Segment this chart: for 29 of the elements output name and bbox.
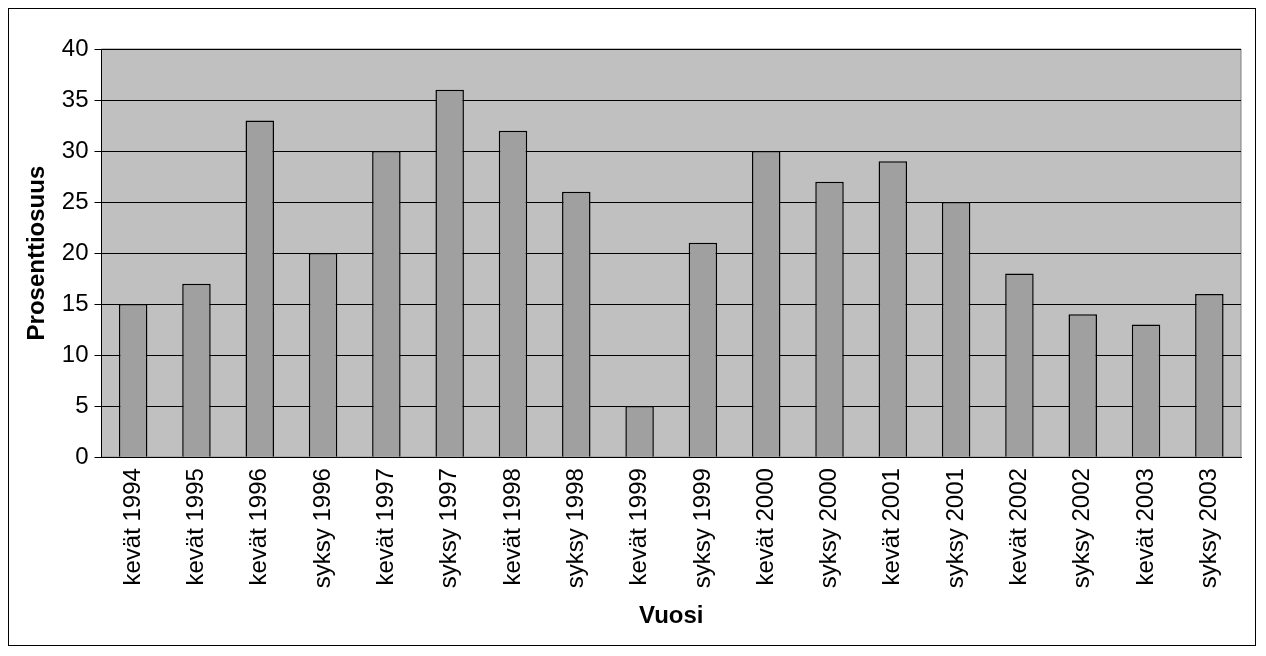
- x-tick-label: kevät 1997: [371, 468, 398, 586]
- y-tick-label: 20: [61, 237, 89, 265]
- y-tick-label: 10: [61, 339, 89, 367]
- x-tick-label: syksy 1999: [687, 468, 715, 589]
- x-tick-label: syksy 2002: [1067, 468, 1095, 589]
- y-tick-label: 40: [61, 33, 89, 61]
- x-tick-label: syksy 1997: [434, 468, 462, 589]
- x-tick-label: kevät 1998: [497, 468, 525, 586]
- x-tick-label: syksy 2001: [940, 468, 968, 589]
- x-tick-label: syksy 1998: [560, 468, 588, 589]
- y-tick-label: 5: [75, 390, 89, 418]
- x-tick-label: syksy 2000: [814, 468, 842, 589]
- x-tick-label: syksy 1996: [307, 468, 335, 589]
- x-tick-label: syksy 2003: [1193, 468, 1221, 589]
- x-tick-label: kevät 1996: [244, 468, 272, 586]
- x-tick-label: kevät 1999: [624, 468, 652, 586]
- y-tick-label: 0: [75, 441, 89, 469]
- x-tick-label: kevät 1995: [181, 468, 209, 586]
- x-tick-label: kevät 2003: [1130, 468, 1158, 586]
- x-tick-label: kevät 2000: [750, 468, 778, 586]
- x-axis-title: Vuosi: [639, 601, 704, 629]
- x-tick-label: kevät 2002: [1004, 468, 1032, 586]
- y-tick-label: 35: [61, 84, 89, 112]
- x-tick-label: kevät 1994: [117, 468, 145, 586]
- y-tick-label: 15: [61, 288, 89, 316]
- y-tick-label: 30: [61, 135, 89, 163]
- x-tick-label: kevät 2001: [877, 468, 905, 586]
- y-tick-label: 25: [61, 186, 89, 214]
- y-axis-title: Prosenttiosuus: [22, 165, 50, 341]
